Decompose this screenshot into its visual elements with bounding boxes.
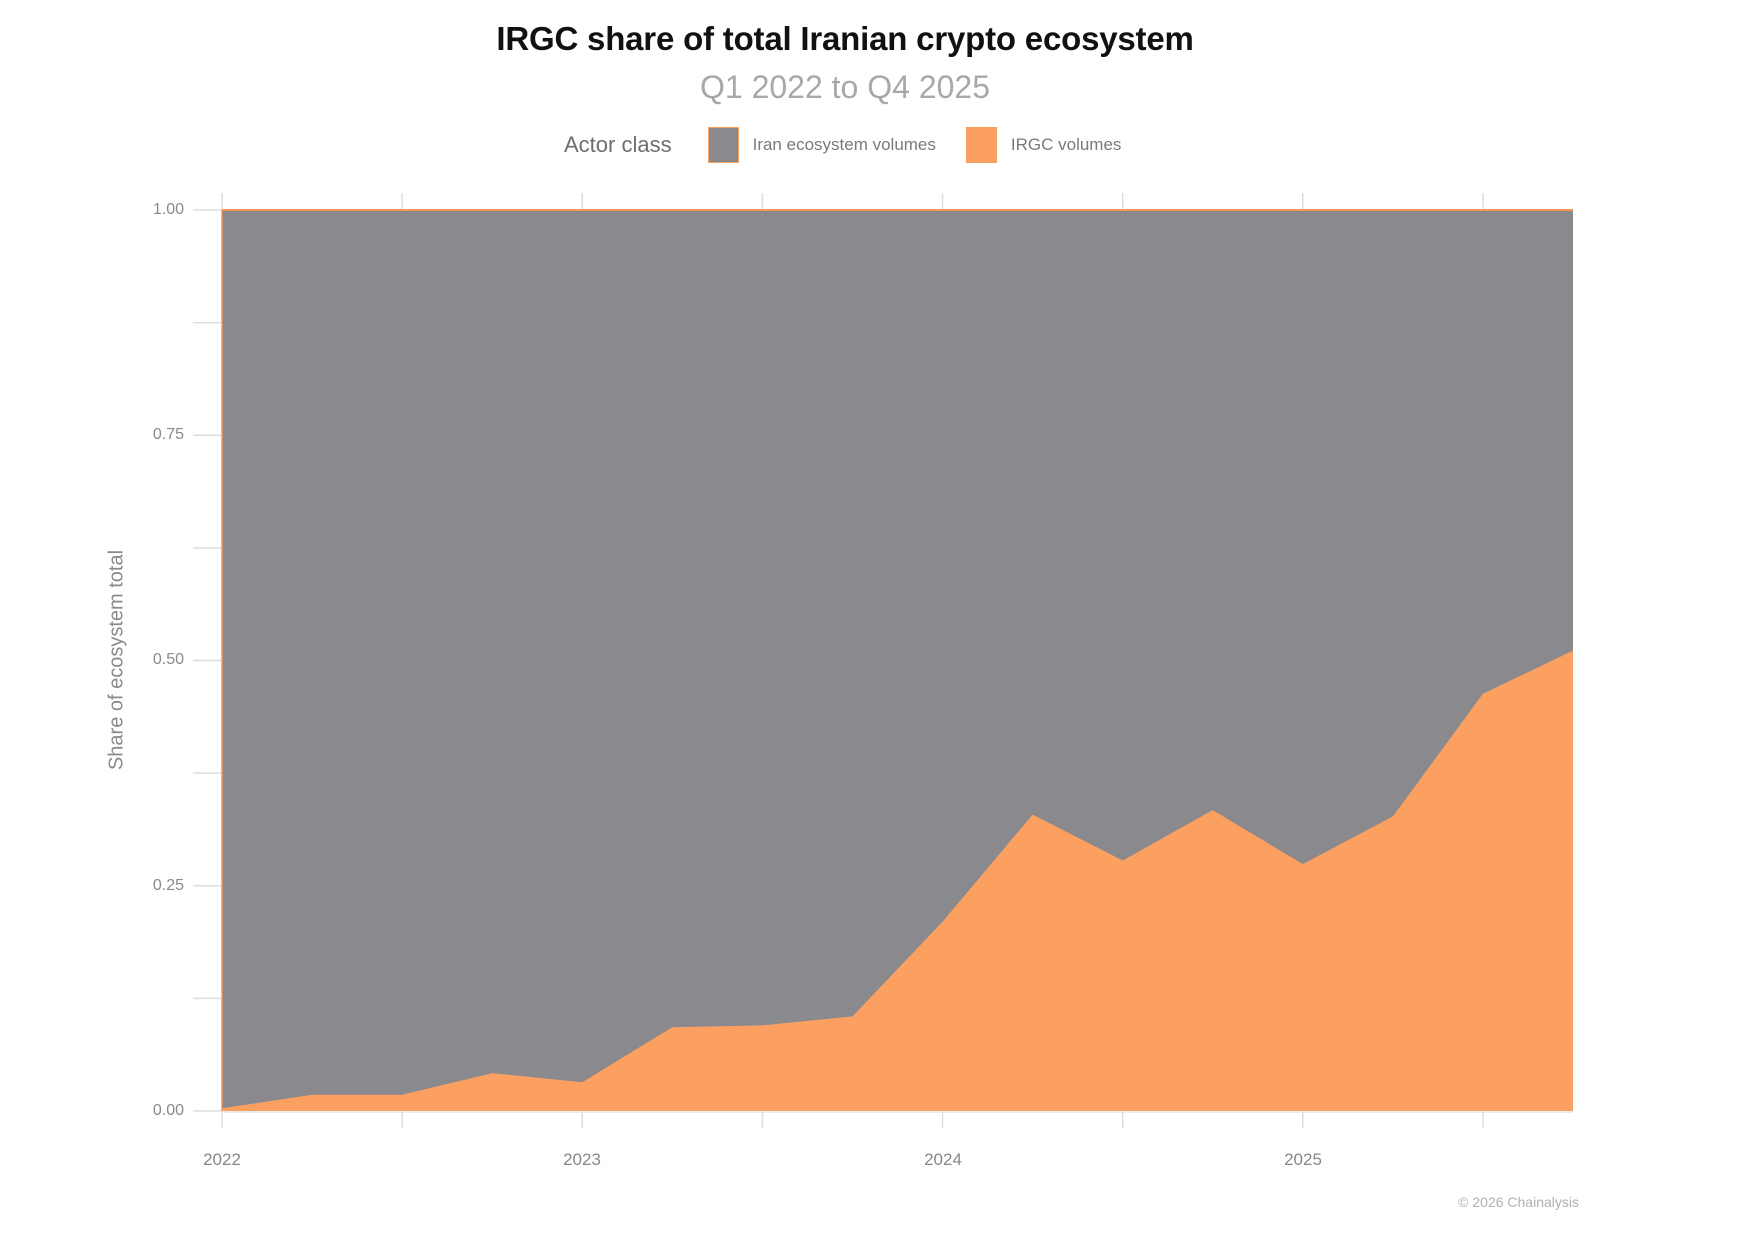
legend-label-irgc: IRGC volumes [1010,135,1122,154]
chart-subtitle: Q1 2022 to Q4 2025 [700,69,990,105]
x-tick-label: 2023 [563,1150,601,1169]
x-tick-label: 2022 [203,1150,241,1169]
y-tick-label: 0.50 [152,651,184,668]
y-tick-label: 0.75 [152,426,184,443]
y-axis-ticks [193,209,222,1112]
y-tick-label: 1.00 [152,201,184,218]
chart-title: IRGC share of total Iranian crypto ecosy… [496,20,1194,57]
legend-label-iran-ecosystem: Iran ecosystem volumes [752,135,936,154]
x-tick-label: 2024 [924,1150,962,1169]
legend: Actor class Iran ecosystem volumes IRGC … [564,126,1151,164]
legend-swatch-iran-ecosystem [707,127,739,163]
y-tick-label: 0.25 [152,877,184,894]
x-axis-ticks [221,193,1573,1128]
irgc-area [222,650,1573,1111]
y-tick-label: 0.00 [152,1102,184,1119]
legend-title: Actor class [564,132,672,157]
legend-swatch-irgc [965,127,997,163]
copyright-credit: © 2026 Chainalysis [1458,1194,1579,1210]
x-tick-label: 2025 [1284,1150,1322,1169]
